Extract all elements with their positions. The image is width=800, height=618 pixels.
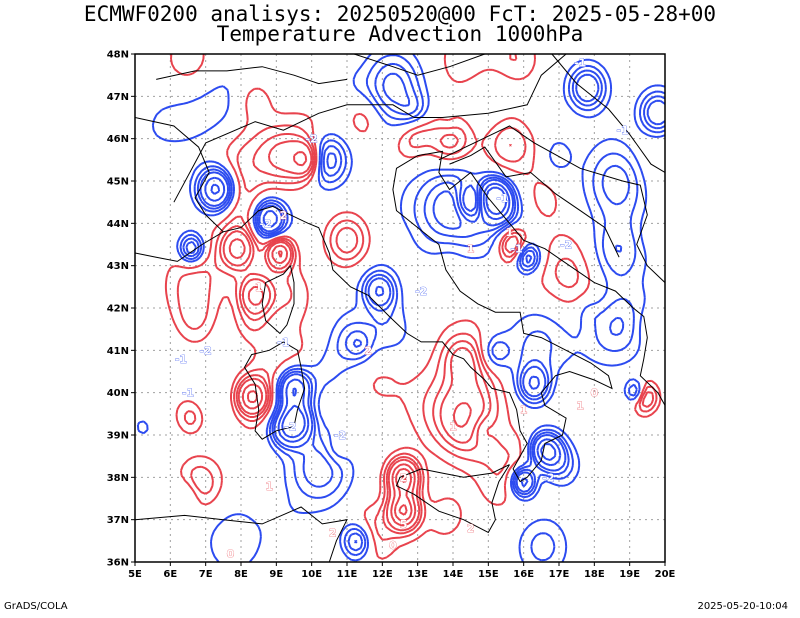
contour-label: 2 (329, 526, 337, 539)
coastline (551, 54, 665, 173)
contour-label: -1 (616, 124, 628, 137)
lon-label: 7E (199, 569, 213, 580)
lon-label: 13E (407, 569, 428, 580)
contour-label: -2 (415, 285, 427, 298)
lon-label: 15E (478, 569, 499, 580)
contour-label: 1 (576, 399, 584, 412)
contour-label: -1 (277, 336, 289, 349)
contour-label: 1 (506, 226, 514, 239)
lon-label: 10E (301, 569, 322, 580)
lat-label: 44N (107, 219, 129, 230)
lon-label: 9E (269, 569, 283, 580)
contour-label: 2 (364, 344, 372, 357)
contour-label: -1 (175, 353, 187, 366)
contour-label: -2 (560, 239, 572, 252)
coastlines (135, 54, 665, 562)
lon-label: 17E (549, 569, 570, 580)
cold-contour (185, 72, 665, 544)
cold-contour (204, 176, 562, 488)
warm-contour (219, 133, 655, 535)
contour-label: 0 (227, 548, 235, 561)
lon-axis-labels: 5E 6E 7E 8E 9E 10E 11E 12E 13E 14E 15E 16E 17E 18E 19E… (128, 569, 675, 580)
lon-label: 8E (234, 569, 248, 580)
contour-label: 2 (467, 522, 475, 535)
coastline (156, 66, 348, 85)
cold-contour (182, 62, 665, 552)
coastline (243, 341, 306, 440)
footer-credit: GrADS/COLA (4, 601, 68, 612)
contour-label: 1 (520, 404, 528, 417)
contour-label: -1 (182, 387, 194, 400)
contour-label: -2 (284, 421, 296, 434)
contour-label: -2 (260, 217, 272, 230)
lon-label: 14E (443, 569, 464, 580)
contour-label: -2 (200, 344, 212, 357)
cold-contour (179, 54, 665, 562)
contour-label: -1 (574, 56, 586, 69)
contour-labels: -1-2-1-2-1-1-2-2-2-2-2-1-1-2-11121252001… (175, 56, 630, 561)
contour-label: 5 (400, 518, 408, 531)
lat-label: 46N (107, 134, 129, 145)
contour-label: -1 (510, 243, 522, 256)
lon-label: 12E (372, 569, 393, 580)
advection-contours (136, 54, 665, 562)
contour-label: 1 (467, 243, 475, 256)
warm-contour (222, 140, 485, 532)
lat-label: 42N (107, 304, 129, 315)
lon-label: 18E (584, 569, 605, 580)
contour-label: 2 (280, 209, 288, 222)
lon-label: 11E (337, 569, 358, 580)
coastline (173, 54, 567, 203)
contour-label: -1 (496, 192, 508, 205)
lon-label: 5E (128, 569, 142, 580)
lat-label: 48N (107, 50, 129, 61)
graticule (135, 54, 665, 562)
lon-label: 20E (655, 569, 676, 580)
coastline (135, 117, 224, 233)
cold-contour (210, 183, 557, 462)
contour-label: 0 (591, 387, 599, 400)
coastline (261, 265, 295, 335)
contour-label: 1 (265, 480, 273, 493)
coastline (135, 150, 665, 483)
contour-label: -2 (542, 471, 554, 484)
lon-label: 16E (513, 569, 534, 580)
chart-subtitle: Temperature Advection 1000hPa (216, 22, 584, 46)
warm-contour (164, 54, 662, 560)
warm-contour (228, 151, 472, 527)
coastline (449, 146, 620, 258)
cold-contour (136, 54, 665, 562)
coastline (135, 506, 348, 562)
contour-label: -2 (334, 429, 346, 442)
lat-axis-labels: 36N 37N 38N 39N 40N 41N 42N 43N 44N 45N 46N 47N 48N (107, 50, 129, 569)
coastline (438, 125, 665, 283)
contour-label: 2 (400, 471, 408, 484)
footer-timestamp: 2025-05-20-10:04 (697, 601, 788, 612)
lat-label: 37N (107, 515, 129, 526)
lat-label: 36N (107, 558, 129, 569)
contour-label: -2 (306, 133, 318, 146)
contour-label: 0 (389, 539, 397, 552)
chart-title: ECMWF0200 analisys: 20250520@00 FcT: 202… (83, 2, 717, 26)
lat-label: 43N (107, 261, 129, 272)
warm-contour (176, 54, 658, 541)
lat-label: 45N (107, 177, 129, 188)
contour-label: 1 (255, 281, 263, 294)
coastline (395, 464, 510, 534)
lat-label: 47N (107, 92, 129, 103)
lat-label: 40N (107, 388, 129, 399)
lon-label: 19E (619, 569, 640, 580)
coastline (353, 54, 485, 76)
contour-label: 1 (449, 421, 457, 434)
lon-label: 6E (163, 569, 177, 580)
lat-label: 39N (107, 431, 129, 442)
axis-ticks (131, 53, 666, 566)
lat-label: 38N (107, 473, 129, 484)
lat-label: 41N (107, 346, 129, 357)
